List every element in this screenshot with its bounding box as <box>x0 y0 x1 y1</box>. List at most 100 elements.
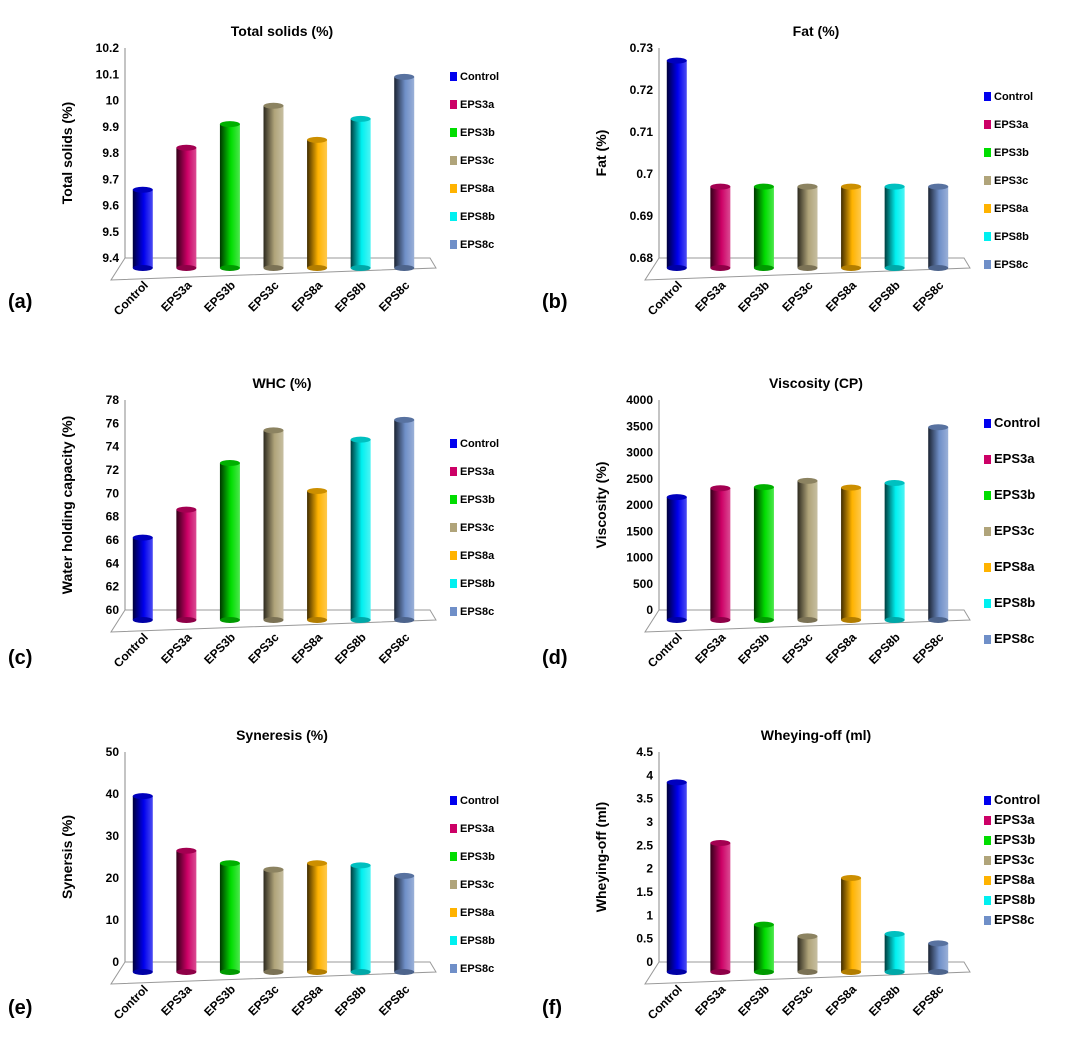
bar-top-EPS8b <box>350 436 371 443</box>
bar-EPS3c <box>797 480 818 620</box>
bar-top-EPS8a <box>841 183 862 190</box>
bar-EPS8b <box>884 186 905 268</box>
legend-swatch-EPS3c <box>450 523 457 532</box>
legend-swatch-EPS8a <box>450 908 457 917</box>
legend-label-EPS3b: EPS3b <box>994 487 1035 502</box>
bar-Control <box>666 60 687 268</box>
bar-EPS8c <box>394 419 415 620</box>
bar-base-EPS3b <box>753 265 774 271</box>
legend-label-EPS8c: EPS8c <box>460 606 494 618</box>
legend-label-Control: Control <box>460 438 499 450</box>
legend-swatch-EPS8b <box>984 896 991 905</box>
bar-base-EPS8b <box>350 265 371 271</box>
x-tick-label: EPS3a <box>692 630 729 667</box>
panel-label: (c) <box>8 647 32 669</box>
y-tick-label: 62 <box>106 580 120 594</box>
bar-EPS8a <box>841 878 862 972</box>
y-tick-label: 1000 <box>626 551 653 565</box>
bar-top-EPS3b <box>753 183 774 190</box>
bar-base-EPS8a <box>307 617 328 623</box>
legend-label-EPS8b: EPS8b <box>460 935 495 947</box>
y-tick-label: 0.5 <box>636 932 653 946</box>
legend-label-Control: Control <box>460 71 499 83</box>
bar-top-EPS8a <box>841 875 862 881</box>
y-tick-label: 66 <box>106 533 120 547</box>
x-tick-label: Control <box>645 630 685 670</box>
bar-base-EPS8c <box>394 617 415 623</box>
legend-swatch-EPS8b <box>450 579 457 588</box>
bar-base-EPS3a <box>176 969 197 975</box>
bar-top-Control <box>132 186 153 193</box>
legend-label-EPS8b: EPS8b <box>994 231 1029 243</box>
bar-Control <box>666 497 687 620</box>
legend-label-EPS8c: EPS8c <box>994 912 1034 927</box>
legend-swatch-EPS3b <box>984 836 991 845</box>
bar-base-EPS8c <box>394 265 415 271</box>
bar-top-EPS8c <box>394 872 415 879</box>
y-tick-label: 20 <box>106 871 120 885</box>
bar-EPS3c <box>797 186 818 268</box>
bar-EPS3c <box>797 936 818 972</box>
legend-swatch-EPS3c <box>450 880 457 889</box>
y-tick-label: 10 <box>106 913 120 927</box>
y-axis-label: Synersis (%) <box>59 815 75 899</box>
y-tick-label: 3500 <box>626 419 653 433</box>
bar-base-Control <box>666 969 687 975</box>
y-tick-label: 10.2 <box>96 41 120 55</box>
legend-swatch-EPS3c <box>984 176 991 185</box>
legend-swatch-EPS3b <box>450 852 457 861</box>
legend-label-EPS3a: EPS3a <box>994 119 1029 131</box>
bar-top-EPS3c <box>797 477 818 484</box>
legend-swatch-EPS3b <box>450 128 457 137</box>
legend-swatch-Control <box>450 796 457 805</box>
bar-EPS8c <box>928 943 949 972</box>
x-tick-label: EPS8a <box>823 982 860 1019</box>
y-tick-label: 2500 <box>626 472 653 486</box>
bar-base-EPS8a <box>841 617 862 623</box>
legend-swatch-EPS8c <box>984 260 991 269</box>
bar-top-EPS8c <box>394 416 415 423</box>
bar-base-Control <box>132 617 153 623</box>
legend-swatch-EPS8b <box>984 232 991 241</box>
y-tick-label: 4.5 <box>636 745 653 759</box>
bar-top-EPS8a <box>841 484 862 491</box>
legend-label-EPS8b: EPS8b <box>994 595 1035 610</box>
y-tick-label: 0.71 <box>630 125 654 139</box>
legend-label-Control: Control <box>994 792 1040 807</box>
legend-label-EPS8c: EPS8c <box>460 239 494 251</box>
bar-EPS8c <box>928 186 949 268</box>
chart-panel-4: Syneresis (%) Synersis (%) 0 10 20 30 40 50 Cont… <box>8 727 499 1022</box>
bar-base-EPS3c <box>263 617 284 623</box>
x-tick-label: EPS3b <box>735 630 772 667</box>
legend-swatch-EPS8c <box>450 607 457 616</box>
bar-base-Control <box>666 265 687 271</box>
bar-EPS3a <box>176 850 197 972</box>
chart-title: WHC (%) <box>252 375 311 391</box>
bar-EPS3b <box>753 924 774 972</box>
y-tick-label: 1500 <box>626 524 653 538</box>
legend-label-EPS8b: EPS8b <box>994 892 1035 907</box>
y-tick-label: 2000 <box>626 498 653 512</box>
bar-EPS3b <box>219 863 240 972</box>
legend-swatch-EPS3a <box>450 467 457 476</box>
bar-base-Control <box>666 617 687 623</box>
x-tick-label: EPS3b <box>201 278 238 315</box>
x-tick-label: EPS8a <box>289 278 326 315</box>
bar-EPS3b <box>219 463 240 620</box>
bar-base-EPS3c <box>797 617 818 623</box>
x-tick-label: EPS3a <box>158 278 195 315</box>
legend-swatch-EPS8a <box>450 551 457 560</box>
x-tick-label: EPS8b <box>866 982 903 1019</box>
bar-base-EPS3a <box>176 617 197 623</box>
x-tick-label: EPS3a <box>692 278 729 315</box>
bar-top-EPS8b <box>884 931 905 937</box>
x-tick-label: EPS3b <box>201 630 238 667</box>
legend-swatch-EPS8c <box>450 240 457 249</box>
bar-EPS3c <box>263 430 284 620</box>
bar-top-EPS8a <box>307 136 328 143</box>
x-tick-label: EPS8c <box>376 630 413 667</box>
x-tick-label: EPS8c <box>910 278 947 315</box>
bar-top-EPS3a <box>176 144 197 151</box>
bar-top-EPS8c <box>928 940 949 947</box>
y-tick-label: 0.72 <box>630 83 654 97</box>
